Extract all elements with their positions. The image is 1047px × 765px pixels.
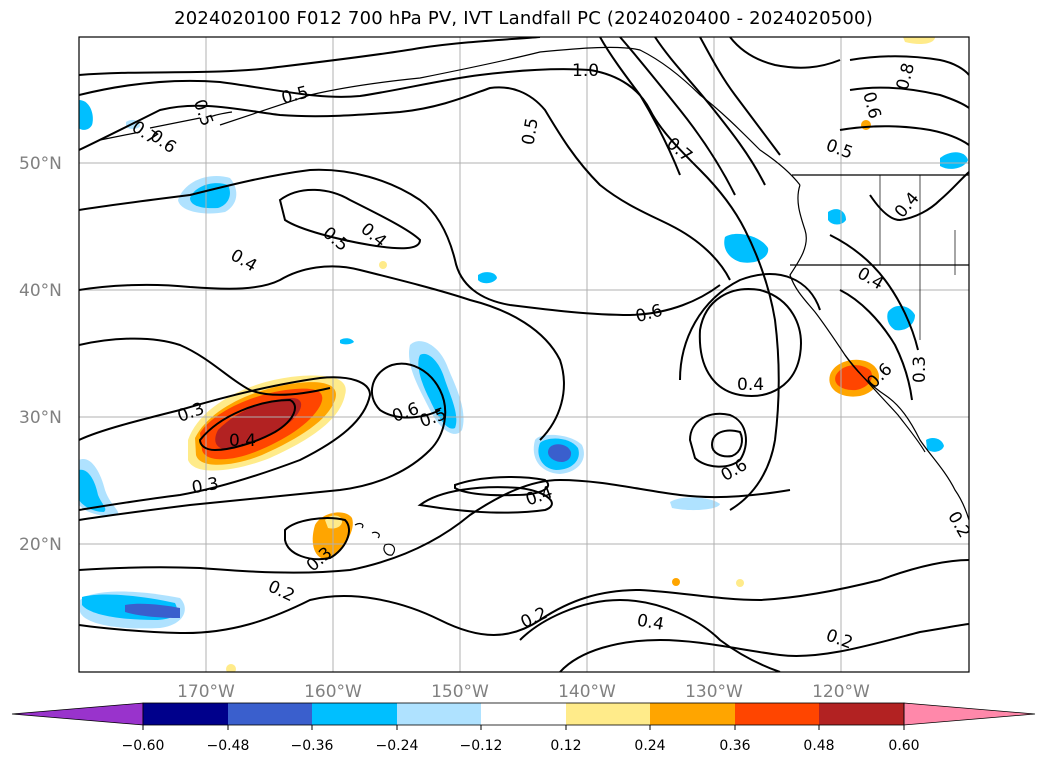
lon-label: 160°W xyxy=(304,682,362,702)
lon-axis: 170°W 160°W 150°W 140°W 130°W 120°W xyxy=(177,682,870,702)
hawaii-islands xyxy=(354,522,396,556)
lon-label: 120°W xyxy=(812,682,870,702)
colorbar-tick-label: −0.36 xyxy=(291,738,334,754)
lon-label: 150°W xyxy=(431,682,489,702)
contour-ring-east xyxy=(688,412,747,468)
colorbar-segment xyxy=(228,703,312,725)
colorbar-low-extend xyxy=(11,702,144,726)
alaska-coast xyxy=(219,46,801,186)
lat-label: 40°N xyxy=(19,281,62,301)
colorbar-labels: −0.60 −0.48 −0.36 −0.24 −0.12 0.12 0.24 … xyxy=(122,738,920,754)
lat-axis: 50°N 40°N 30°N 20°N xyxy=(19,154,62,555)
colorbar-segment xyxy=(143,703,228,725)
contour-label: 1.0 xyxy=(572,61,599,81)
colorbar-segment xyxy=(566,703,650,725)
colorbar-tick-label: 0.60 xyxy=(888,738,919,754)
colorbar-tick-label: −0.48 xyxy=(207,738,250,754)
lon-label: 170°W xyxy=(177,682,235,702)
colorbar-tick-label: −0.60 xyxy=(122,738,165,754)
map-panel: 1.0 0.5 0.5 0.6 0.7 0.7 0.5 0.8 0.6 0.5 … xyxy=(79,37,969,672)
contour-label: 0.4 xyxy=(635,611,665,635)
map-frame xyxy=(78,36,970,673)
colorbar-ticks xyxy=(142,725,905,730)
state-lines xyxy=(879,175,956,340)
map-title: 2024020100 F012 700 hPa PV, IVT Landfall… xyxy=(174,8,873,29)
contour-label: 0.3 xyxy=(910,356,930,383)
colorbar-tick-label: −0.12 xyxy=(460,738,503,754)
contour-ring-hawaii xyxy=(284,517,350,560)
lon-label: 140°W xyxy=(558,682,616,702)
contour-label: 0.4 xyxy=(737,375,764,395)
colorbar-segment xyxy=(312,703,397,725)
contour-label: 0.4 xyxy=(229,431,256,451)
colorbar-high-extend xyxy=(903,702,1036,726)
colorbar-tick-label: 0.48 xyxy=(803,738,834,754)
baja-peninsula xyxy=(844,354,926,453)
lon-label: 130°W xyxy=(685,682,743,702)
contour-label: 0.3 xyxy=(190,474,220,498)
colorbar-tick-label: 0.12 xyxy=(550,738,581,754)
colorbar-segment xyxy=(650,703,735,725)
colorbar-segment xyxy=(397,703,481,725)
colorbar-tick-label: 0.36 xyxy=(719,738,750,754)
lat-label: 20°N xyxy=(19,535,62,555)
colorbar-tick-label: −0.24 xyxy=(376,738,419,754)
colorbar-segment xyxy=(481,703,566,725)
colorbar-segment xyxy=(819,703,904,725)
contour-label: 0.5 xyxy=(518,116,542,146)
colorbar-segment xyxy=(735,703,819,725)
pv-contours xyxy=(79,37,969,672)
colorbar: −0.60 −0.48 −0.36 −0.24 −0.12 0.12 0.24 … xyxy=(11,702,1036,754)
lat-label: 50°N xyxy=(19,154,62,174)
contour-ring-center xyxy=(278,188,422,250)
coastlines xyxy=(99,46,969,556)
colorbar-tick-label: 0.24 xyxy=(634,738,665,754)
contour-ring-west xyxy=(198,398,296,452)
lat-label: 30°N xyxy=(19,408,62,428)
